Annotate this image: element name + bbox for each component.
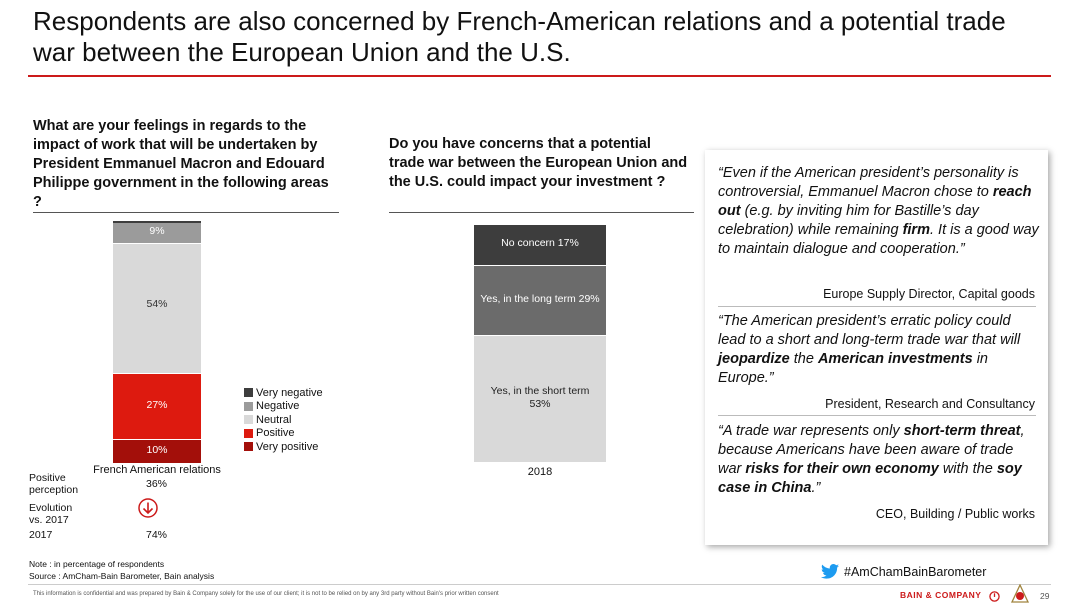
quote-text: . It is a good way to maintain dialogue …	[718, 222, 1039, 257]
bar-segment	[474, 224, 606, 265]
bar-segment	[113, 242, 201, 374]
left-question: What are your feelings in regards to the…	[33, 118, 329, 210]
legend-swatch	[244, 415, 253, 425]
page-number: 29	[1040, 591, 1050, 601]
quote-emphasis: risks for their own economy	[745, 461, 939, 477]
quote-1: “Even if the American president’s person…	[718, 164, 1040, 259]
quote-text: the	[789, 351, 818, 367]
mid-stacked-bar-chart	[0, 0, 1, 1]
year-2017-label: 2017	[29, 529, 53, 541]
left-question-rule	[33, 212, 339, 213]
quote-3: “A trade war represents only short-term …	[718, 422, 1040, 498]
bar-segment-label: 9%	[149, 224, 165, 237]
bain-logo-icon	[989, 589, 1000, 602]
quote-emphasis: short-term threat	[903, 423, 1021, 439]
quote-text: “A trade war represents only	[718, 423, 904, 439]
quote-3-attribution: CEO, Building / Public works	[875, 507, 1035, 521]
quote-text: with the	[938, 461, 997, 477]
down-arrow-circle-icon	[138, 498, 158, 518]
hashtag: #AmChamBainBarometer	[844, 565, 987, 579]
bar-segment-label: No concern 17%	[501, 237, 579, 250]
amcham-logo-icon	[1009, 583, 1031, 604]
quote-emphasis: firm	[902, 222, 930, 238]
bar-segment-label: Yes, in the short term	[490, 384, 590, 397]
confidentiality-notice: This information is confidential and was…	[33, 591, 499, 597]
legend-item-very-positive: Very positive	[244, 440, 323, 454]
quote-2: “The American president’s erratic policy…	[718, 312, 1040, 388]
year-2017-value: 74%	[146, 529, 168, 541]
evolution-label: Evolution vs. 2017	[29, 502, 73, 526]
quote-text: , because Americans have been aware of t…	[718, 423, 1025, 477]
quote-emphasis: soy case in China	[718, 461, 1022, 496]
bar-segment-label: 53%	[529, 397, 551, 410]
bar-segment-label: 10%	[146, 443, 168, 456]
quote-text: “Even if the American president’s person…	[718, 165, 1019, 200]
legend-swatch	[244, 388, 253, 398]
legend-swatch	[244, 428, 253, 438]
bar-segment-label: 27%	[146, 399, 168, 412]
quote-emphasis: American investments	[817, 351, 973, 367]
legend-item-very-negative: Very negative	[244, 386, 323, 400]
bar-segment-label: 54%	[146, 297, 168, 310]
quote-text: in Europe.”	[718, 351, 988, 386]
bar-segment	[113, 373, 201, 439]
quote-text: .”	[811, 480, 821, 496]
quote-1-attribution: Europe Supply Director, Capital goods	[823, 287, 1035, 301]
quote-text: “The American president’s erratic policy…	[718, 313, 1021, 348]
quote-emphasis: reach out	[718, 184, 1032, 219]
bar-segment	[113, 438, 201, 463]
page-title: Respondents are also concerned by French…	[33, 6, 1006, 67]
footer-rule	[28, 584, 1051, 585]
bar-segment-label: Yes, in the long term 29%	[480, 292, 600, 305]
mid-question: Do you have concerns that a potential tr…	[389, 136, 688, 190]
quote-divider	[718, 306, 1036, 307]
quote-2-attribution: President, Research and Consultancy	[825, 397, 1035, 411]
bar-segment	[474, 264, 606, 335]
positive-perception-label: Positive perception	[29, 472, 79, 496]
mid-category-label: 2018	[527, 466, 553, 478]
legend-swatch	[244, 401, 253, 411]
source: Source : AmCham-Bain Barometer, Bain ana…	[29, 571, 215, 581]
quote-text: (e.g. by inviting him for Bastille’s day…	[718, 203, 979, 238]
mid-question-rule	[389, 212, 694, 213]
left-legend: Very negative Negative Neutral Positive …	[244, 386, 323, 454]
left-category-label: French American relations	[93, 464, 221, 476]
legend-swatch	[244, 442, 253, 452]
title-divider	[28, 75, 1051, 77]
twitter-bird-icon	[821, 564, 839, 579]
note: Note : in percentage of respondents	[29, 559, 165, 569]
positive-perception-value: 36%	[146, 478, 168, 490]
quotes-panel	[705, 150, 1048, 545]
quote-emphasis: jeopardize	[718, 351, 790, 367]
quote-divider	[718, 415, 1036, 416]
bain-logo-text: BAIN & COMPANY	[900, 590, 982, 600]
legend-item-neutral: Neutral	[244, 413, 323, 427]
bar-segment-very-negative	[113, 221, 201, 223]
legend-item-positive: Positive	[244, 427, 323, 441]
bar-segment	[474, 334, 606, 462]
legend-item-negative: Negative	[244, 400, 323, 414]
